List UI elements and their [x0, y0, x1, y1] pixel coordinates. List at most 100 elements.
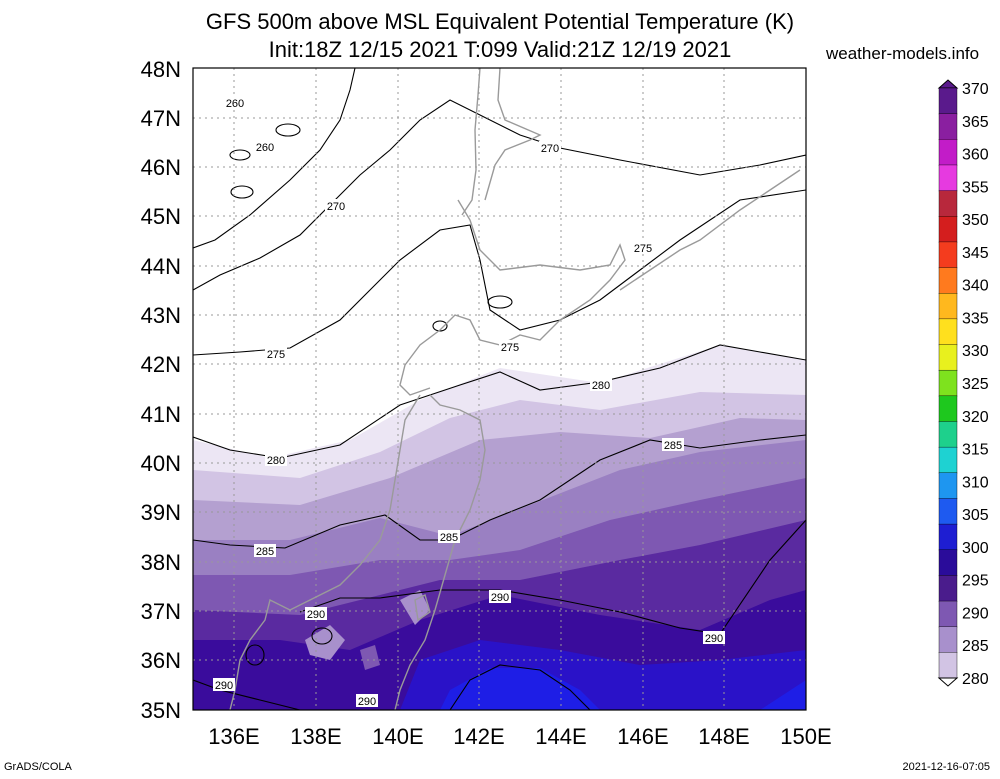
lon-label: 148E: [698, 724, 749, 749]
lon-label: 138E: [290, 724, 341, 749]
contour-closed-7: [245, 644, 265, 666]
contour-270: [193, 99, 806, 291]
svg-text:275: 275: [501, 342, 519, 354]
colorbar-label: 290: [962, 605, 989, 622]
lat-label: 42N: [141, 352, 181, 377]
contour-label: 290: [213, 678, 235, 692]
svg-text:280: 280: [592, 380, 610, 392]
colorbar-label: 300: [962, 540, 989, 557]
svg-text:275: 275: [634, 243, 652, 255]
svg-text:290: 290: [705, 633, 723, 645]
colorbar-label: 280: [962, 671, 989, 688]
honshu-east-coast: [394, 394, 486, 710]
sakhalin-coast-west: [461, 68, 481, 216]
colorbar-label: 365: [962, 114, 989, 131]
contour-label: 260: [224, 96, 246, 110]
contour-label: 280: [265, 453, 287, 467]
lat-label: 43N: [141, 303, 181, 328]
colorbar-label: 310: [962, 474, 989, 491]
colorbar-swatch: [938, 164, 958, 192]
colorbar-label: 285: [962, 638, 989, 655]
colorbar-swatch: [938, 549, 958, 577]
colorbar-label: 335: [962, 310, 989, 327]
colorbar: 370 365 360 355 350 345 340 335 330 325 320 315 310 3…: [937, 79, 989, 688]
colorbar-label: 345: [962, 245, 989, 262]
colorbar-swatch: [938, 421, 958, 448]
colorbar-label: 355: [962, 179, 989, 196]
contour-285: [193, 434, 806, 549]
svg-text:260: 260: [226, 98, 244, 110]
svg-text:290: 290: [491, 592, 509, 604]
sado-island: [414, 593, 431, 622]
colorbar-swatch: [938, 216, 958, 243]
lat-label: 40N: [141, 451, 181, 476]
colorbar-swatch: [938, 267, 958, 294]
colorbar-swatch: [938, 344, 958, 371]
contour-label: 290: [305, 607, 327, 621]
contour-closed-6: [311, 627, 333, 645]
colorbar-swatch: [938, 139, 958, 166]
contour-closed-5: [432, 320, 448, 332]
graticule: [193, 68, 806, 710]
svg-text:290: 290: [307, 609, 325, 621]
contour-closed-2: [229, 149, 251, 161]
lon-label: 142E: [453, 724, 504, 749]
contour-label: 275: [632, 241, 654, 255]
lon-label: 146E: [617, 724, 668, 749]
svg-text:290: 290: [358, 696, 376, 708]
colorbar-swatch: [938, 369, 958, 397]
contour-label: 290: [489, 590, 511, 604]
contour-label: 290: [356, 694, 378, 708]
colorbar-swatch: [938, 241, 958, 269]
map-subtitle: Init:18Z 12/15 2021 T:099 Valid:21Z 12/1…: [268, 37, 732, 62]
colorbar-label: 305: [962, 507, 989, 524]
shading-layer: [193, 68, 806, 710]
colorbar-top-cap: [937, 79, 959, 89]
lat-label: 41N: [141, 402, 181, 427]
lat-label: 37N: [141, 599, 181, 624]
contour-label: 260: [254, 140, 276, 154]
colorbar-label: 340: [962, 278, 989, 295]
lat-label: 45N: [141, 204, 181, 229]
svg-text:290: 290: [215, 680, 233, 692]
contour-label: 275: [499, 340, 521, 354]
contour-closed-4: [487, 295, 513, 309]
hokkaido-coast: [399, 199, 626, 396]
contour-label: 275: [265, 347, 287, 361]
colorbar-swatch: [938, 190, 958, 217]
svg-text:270: 270: [541, 143, 559, 155]
lat-label: 35N: [141, 698, 181, 723]
contour-260: [193, 68, 356, 249]
colorbar-swatch: [938, 498, 958, 525]
colorbar-swatch: [938, 113, 958, 141]
lon-label: 144E: [535, 724, 586, 749]
colorbar-swatch: [938, 626, 958, 654]
colorbar-swatch: [938, 87, 958, 115]
sakhalin-coast-east: [484, 68, 542, 201]
colorbar-swatch: [938, 472, 958, 500]
svg-text:260: 260: [256, 142, 274, 154]
contour-closed-3: [230, 185, 254, 199]
colorbar-labels: 370 365 360 355 350 345 340 335 330 325 320 315 310 3…: [962, 81, 989, 688]
contour-290-a: [299, 519, 806, 635]
lat-label: 46N: [141, 155, 181, 180]
lat-label: 48N: [141, 57, 181, 82]
lat-label: 36N: [141, 648, 181, 673]
contour-295: [449, 664, 591, 710]
svg-text:270: 270: [327, 201, 345, 213]
svg-text:285: 285: [256, 546, 274, 558]
colorbar-label: 315: [962, 442, 989, 459]
contour-290-b: [193, 679, 301, 710]
colorbar-label: 295: [962, 573, 989, 590]
colorbar-swatch: [938, 446, 958, 474]
footer-software: GrADS/COLA: [4, 761, 72, 773]
lat-label: 39N: [141, 500, 181, 525]
lon-label: 150E: [780, 724, 831, 749]
contour-closed-1: [275, 123, 301, 137]
latitude-labels: 48N 47N 46N 45N 44N 43N 42N 41N 40N 39N …: [141, 57, 181, 723]
colorbar-swatch: [938, 523, 958, 551]
colorbar-label: 350: [962, 212, 989, 229]
longitude-labels: 136E 138E 140E 142E 144E 146E 148E 150E: [208, 724, 831, 749]
colorbar-label: 320: [962, 409, 989, 426]
